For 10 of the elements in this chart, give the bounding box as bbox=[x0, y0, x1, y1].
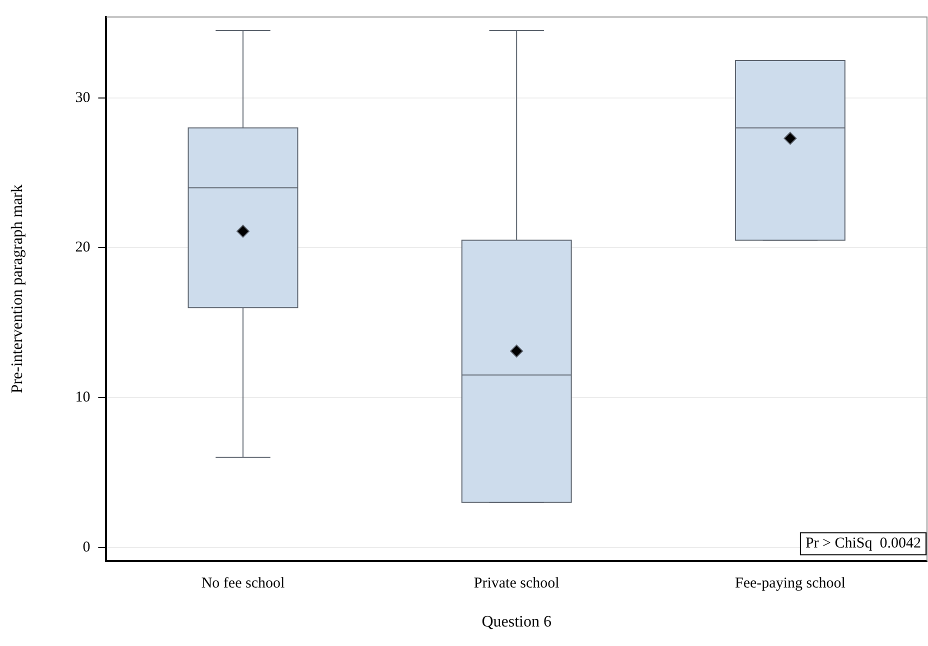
y-tick-label: 10 bbox=[75, 389, 90, 406]
x-tick-label: Fee-paying school bbox=[735, 576, 846, 592]
y-tick-label: 0 bbox=[82, 539, 90, 556]
annotation: Pr > ChiSq 0.0042 bbox=[805, 536, 921, 552]
x-axis-title: Question 6 bbox=[482, 614, 552, 631]
y-axis-title: Pre-intervention paragraph mark bbox=[8, 184, 26, 394]
x-tick-label: No fee school bbox=[201, 576, 285, 592]
x-tick-label: Private school bbox=[474, 576, 560, 592]
y-tick-label: 20 bbox=[75, 240, 90, 256]
y-tick-label: 30 bbox=[75, 90, 90, 106]
